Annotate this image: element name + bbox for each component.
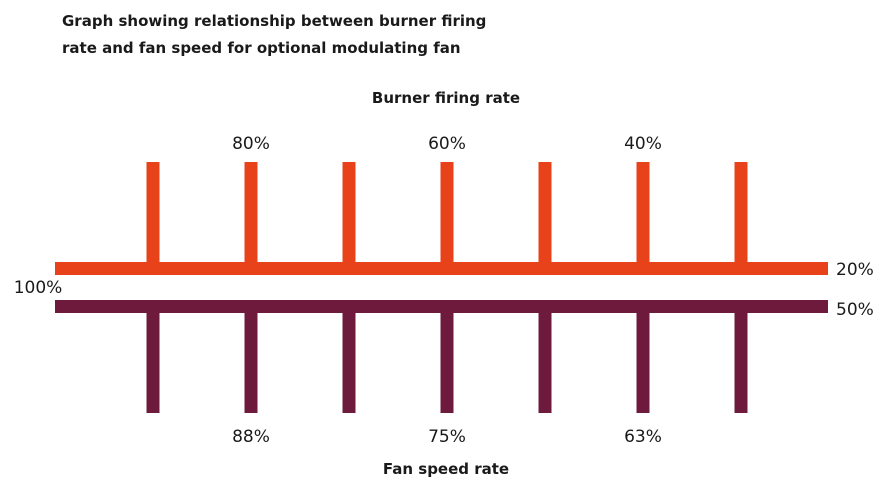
burner-tick	[342, 162, 356, 264]
chart-title: Graph showing relationship between burne…	[62, 8, 486, 62]
fan-tick-label: 75%	[428, 427, 466, 447]
fan-axis-title: Fan speed rate	[383, 460, 509, 478]
fan-bar	[55, 300, 828, 313]
fan-tick	[440, 311, 454, 413]
burner-tick	[440, 162, 454, 264]
burner-tick	[734, 162, 748, 264]
burner-axis-title: Burner firing rate	[372, 89, 520, 107]
fan-tick	[244, 311, 258, 413]
fan-tick	[146, 311, 160, 413]
fan-tick	[342, 311, 356, 413]
burner-tick-label: 40%	[624, 134, 662, 154]
fan-tick	[538, 311, 552, 413]
burner-tick-label: 60%	[428, 134, 466, 154]
fan-tick	[636, 311, 650, 413]
fan-end-label: 50%	[836, 300, 874, 320]
fan-tick-label: 88%	[232, 427, 270, 447]
fan-tick-label: 63%	[624, 427, 662, 447]
fan-tick	[734, 311, 748, 413]
burner-tick	[636, 162, 650, 264]
chart-title-line-2: rate and fan speed for optional modulati…	[62, 39, 461, 57]
burner-tick-label: 80%	[232, 134, 270, 154]
start-label: 100%	[14, 278, 63, 298]
burner-tick	[146, 162, 160, 264]
burner-tick	[538, 162, 552, 264]
burner-end-label: 20%	[836, 260, 874, 280]
burner-bar	[55, 262, 828, 275]
chart-title-line-1: Graph showing relationship between burne…	[62, 12, 487, 30]
burner-tick	[244, 162, 258, 264]
